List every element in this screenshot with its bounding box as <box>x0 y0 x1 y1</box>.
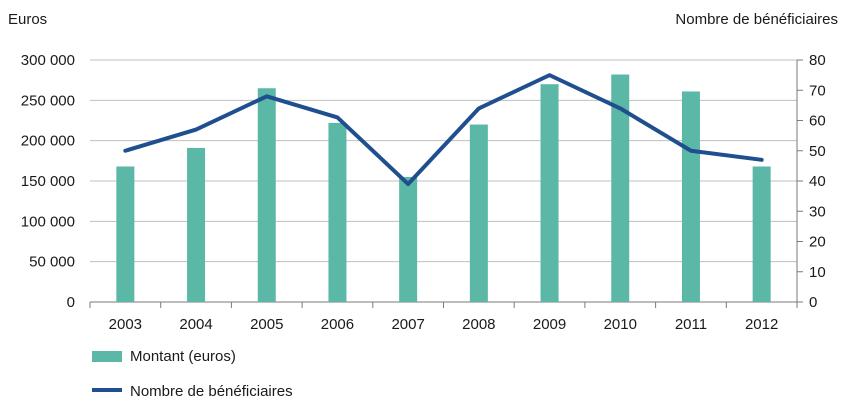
left-tick-label-5: 250 000 <box>21 92 75 109</box>
left-tick-label-1: 50 000 <box>29 254 75 271</box>
right-tick-label-8: 80 <box>809 52 826 69</box>
bar-2007 <box>399 177 417 302</box>
x-tick-label-2008: 2008 <box>462 316 495 333</box>
line-series <box>125 75 761 184</box>
right-axis-title: Nombre de bénéficiaires <box>675 11 838 28</box>
x-tick-label-2011: 2011 <box>675 316 707 333</box>
x-tick-label-2007: 2007 <box>391 316 424 333</box>
right-tick-label-4: 40 <box>809 173 826 190</box>
legend-bar-label: Montant (euros) <box>130 348 236 365</box>
bar-2006 <box>328 123 346 302</box>
x-tick-label-2010: 2010 <box>604 316 637 333</box>
left-axis-title: Euros <box>8 11 47 28</box>
tick-labels: 0 50 000 100 000 150 000 200 000 250 000 300 0… <box>21 52 826 333</box>
right-tick-label-1: 10 <box>809 264 826 281</box>
right-tick-label-7: 70 <box>809 82 826 99</box>
x-tick-label-2012: 2012 <box>745 316 778 333</box>
right-tick-label-0: 0 <box>809 294 817 311</box>
legend-line-label: Nombre de bénéficiaires <box>130 383 293 400</box>
right-tick-label-2: 20 <box>809 234 826 251</box>
bar-2003 <box>116 166 134 302</box>
legend-bar-swatch <box>92 351 122 362</box>
x-tick-label-2005: 2005 <box>250 316 283 333</box>
right-tick-label-3: 30 <box>809 203 826 220</box>
right-tick-label-5: 50 <box>809 143 826 160</box>
x-tick-label-2009: 2009 <box>533 316 566 333</box>
bar-2011 <box>682 91 700 302</box>
left-tick-label-2: 100 000 <box>21 213 75 230</box>
left-tick-label-3: 150 000 <box>21 173 75 190</box>
left-tick-label-4: 200 000 <box>21 133 75 150</box>
bar-2009 <box>541 84 559 302</box>
bar-2012 <box>753 166 771 302</box>
x-tick-label-2006: 2006 <box>321 316 354 333</box>
x-tick-label-2003: 2003 <box>109 316 142 333</box>
left-tick-label-0: 0 <box>67 294 75 311</box>
legend: Montant (euros) Nombre de bénéficiaires <box>92 348 293 400</box>
bars <box>116 75 770 302</box>
x-tick-label-2004: 2004 <box>179 316 212 333</box>
line-nombre-de-beneficiaires <box>125 75 761 184</box>
bar-2004 <box>187 148 205 302</box>
right-tick-label-6: 60 <box>809 113 826 130</box>
left-tick-label-6: 300 000 <box>21 52 75 69</box>
bar-2008 <box>470 125 488 302</box>
bar-2005 <box>258 88 276 302</box>
